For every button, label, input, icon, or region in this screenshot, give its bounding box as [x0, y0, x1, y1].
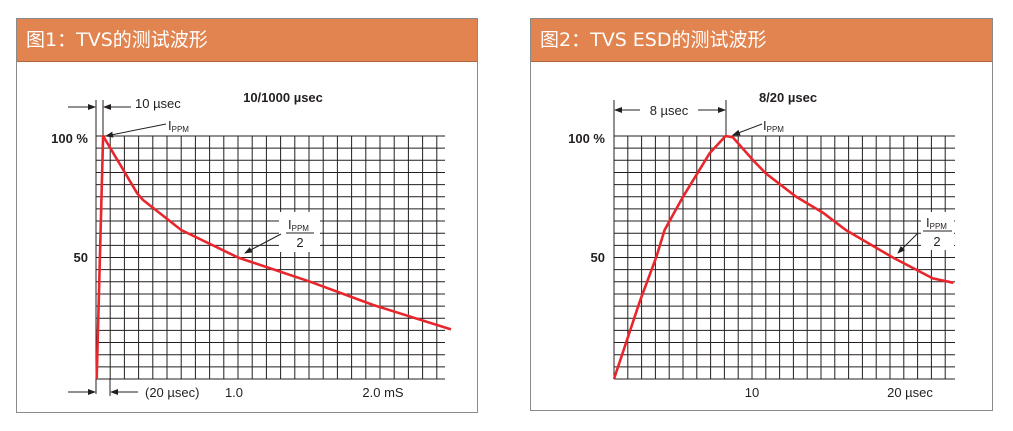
- x-label-10us: 10: [745, 385, 759, 400]
- x-label-1ms: 1.0: [225, 385, 243, 400]
- chart-2-title: 8/20 µsec: [759, 90, 817, 105]
- waveform-line-1: [95, 134, 452, 380]
- y-label-100: 100 %: [568, 131, 605, 146]
- half-peak-denominator: 2: [933, 234, 940, 249]
- peak-label: IPPM: [763, 118, 784, 134]
- chart-1-grid: [95, 135, 445, 380]
- rise-time-label: 10 µsec: [135, 96, 181, 111]
- half-pointer-arrow: [244, 233, 282, 254]
- x-label-2ms: 2.0 mS: [362, 385, 404, 400]
- rise-time-label: 8 µsec: [650, 103, 689, 118]
- half-peak-denominator: 2: [296, 235, 303, 250]
- figure-1-panel: 图1：TVS的测试波形: [16, 18, 478, 413]
- figure-2-title: 图2：TVS ESD的测试波形: [531, 19, 992, 62]
- peak-label: IPPM: [168, 118, 189, 134]
- y-label-50: 50: [74, 250, 88, 265]
- chart-1-annotations: [68, 100, 320, 396]
- figure-1-title: 图1：TVS的测试波形: [17, 19, 477, 62]
- x-label-20us: 20 µsec: [887, 385, 933, 400]
- peak-pointer-arrow: [732, 123, 763, 136]
- peak-pointer-arrow: [105, 123, 167, 138]
- half-peak-numerator: IPPM: [288, 217, 309, 233]
- half-pointer-arrow: [897, 232, 919, 254]
- y-label-50: 50: [591, 250, 605, 265]
- half-peak-numerator: IPPM: [926, 215, 947, 231]
- duration-label: (20 µsec): [145, 385, 199, 400]
- chart-1-title: 10/1000 µsec: [243, 90, 323, 105]
- figure-2-panel: 图2：TVS ESD的测试波形: [530, 18, 993, 411]
- y-label-100: 100 %: [51, 131, 88, 146]
- waveform-line-2: [612, 134, 954, 380]
- waveform-curves: [95, 134, 954, 380]
- half-label-background: [279, 212, 320, 252]
- chart-2-annotations: [613, 100, 954, 254]
- chart-2-grid: [613, 135, 955, 380]
